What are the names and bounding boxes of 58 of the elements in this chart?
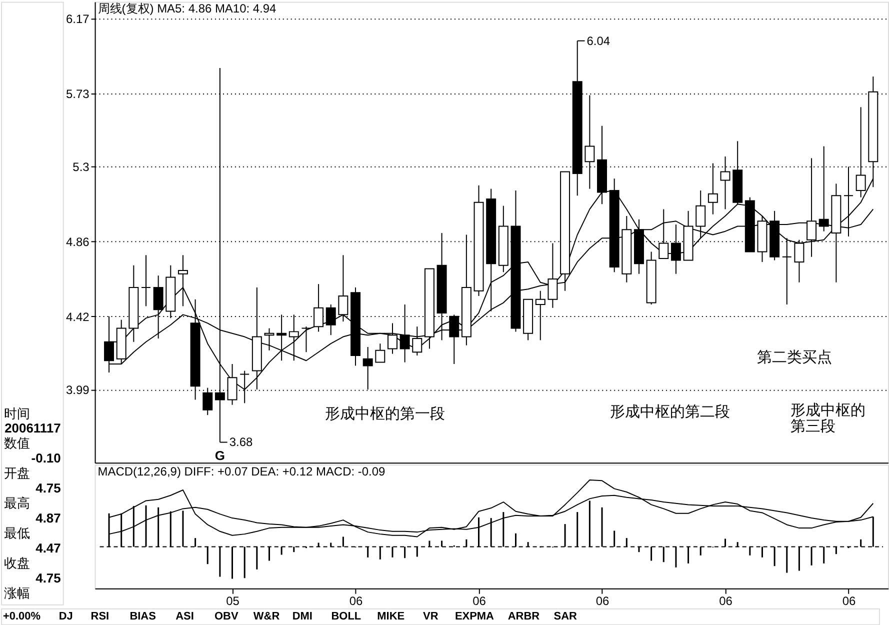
text: SAR: [554, 610, 577, 622]
candlestick: [362, 346, 373, 390]
y-tick-label: 5.3: [72, 160, 90, 174]
x-tick-label: 06: [719, 594, 733, 608]
chart-title: 周线(复权) MA5: 4.86 MA10: 4.94: [98, 2, 277, 16]
candlestick: [301, 326, 312, 353]
text: RSI: [90, 610, 110, 622]
text: DJ: [58, 610, 73, 622]
annotation: 3.68: [229, 435, 253, 450]
text: 4.47: [36, 540, 61, 556]
text: 开盘: [4, 466, 30, 481]
candlestick: [412, 326, 422, 356]
candlestick: [388, 322, 398, 354]
text: DMI: [292, 610, 312, 622]
chart-title: MACD(12,26,9) DIFF: +0.07 DEA: +0.12 MACD: -0.09: [98, 464, 386, 479]
text: VR: [423, 610, 438, 622]
text: BOLL: [331, 610, 362, 622]
text: 涨幅: [4, 585, 30, 600]
text: BIAS: [130, 610, 156, 622]
text: 时间: [4, 406, 30, 421]
y-tick-label: 4.42: [66, 310, 90, 324]
candlestick: [326, 304, 336, 336]
text: 数值: [4, 436, 30, 451]
y-tick-label: 4.86: [66, 235, 90, 250]
candlestick: [141, 254, 151, 307]
text: 4.75: [36, 570, 61, 586]
annotation: 形成中枢的第二段: [610, 404, 730, 421]
y-tick-label: 3.99: [66, 383, 90, 398]
text: MIKE: [377, 610, 405, 622]
text: 20061117: [4, 420, 61, 436]
text: +0.00%: [2, 610, 41, 622]
annotation: 第二类买点: [756, 349, 832, 366]
x-tick-label: 06: [842, 594, 856, 608]
x-tick-label: 05: [226, 594, 240, 608]
text: W&R: [253, 610, 280, 622]
y-tick-label: 6.17: [66, 12, 90, 26]
x-tick-label: 06: [349, 594, 364, 608]
text: OBV: [214, 610, 239, 622]
candlestick: [264, 328, 274, 351]
text: 4.75: [36, 480, 61, 496]
y-tick-label: 5.73: [66, 87, 90, 102]
x-tick-label: 06: [596, 594, 610, 608]
text: -0.10: [31, 450, 61, 466]
candlestick: [548, 242, 558, 308]
text: ARBR: [508, 610, 540, 622]
text: 4.87: [36, 510, 61, 526]
text: 最高: [4, 496, 30, 511]
text: 收盘: [4, 555, 30, 570]
annotation: G: [214, 448, 225, 463]
candlestick: [178, 254, 188, 307]
annotation: 形成中枢的第一段: [325, 405, 446, 422]
candlestick: [375, 343, 386, 363]
text: EXPMA: [454, 610, 494, 622]
annotation: 6.04: [586, 34, 610, 48]
annotation: 形成中枢的第三段: [790, 402, 866, 435]
text: ASI: [176, 610, 194, 622]
text: 最低: [4, 525, 30, 540]
x-tick-label: 06: [472, 594, 486, 608]
